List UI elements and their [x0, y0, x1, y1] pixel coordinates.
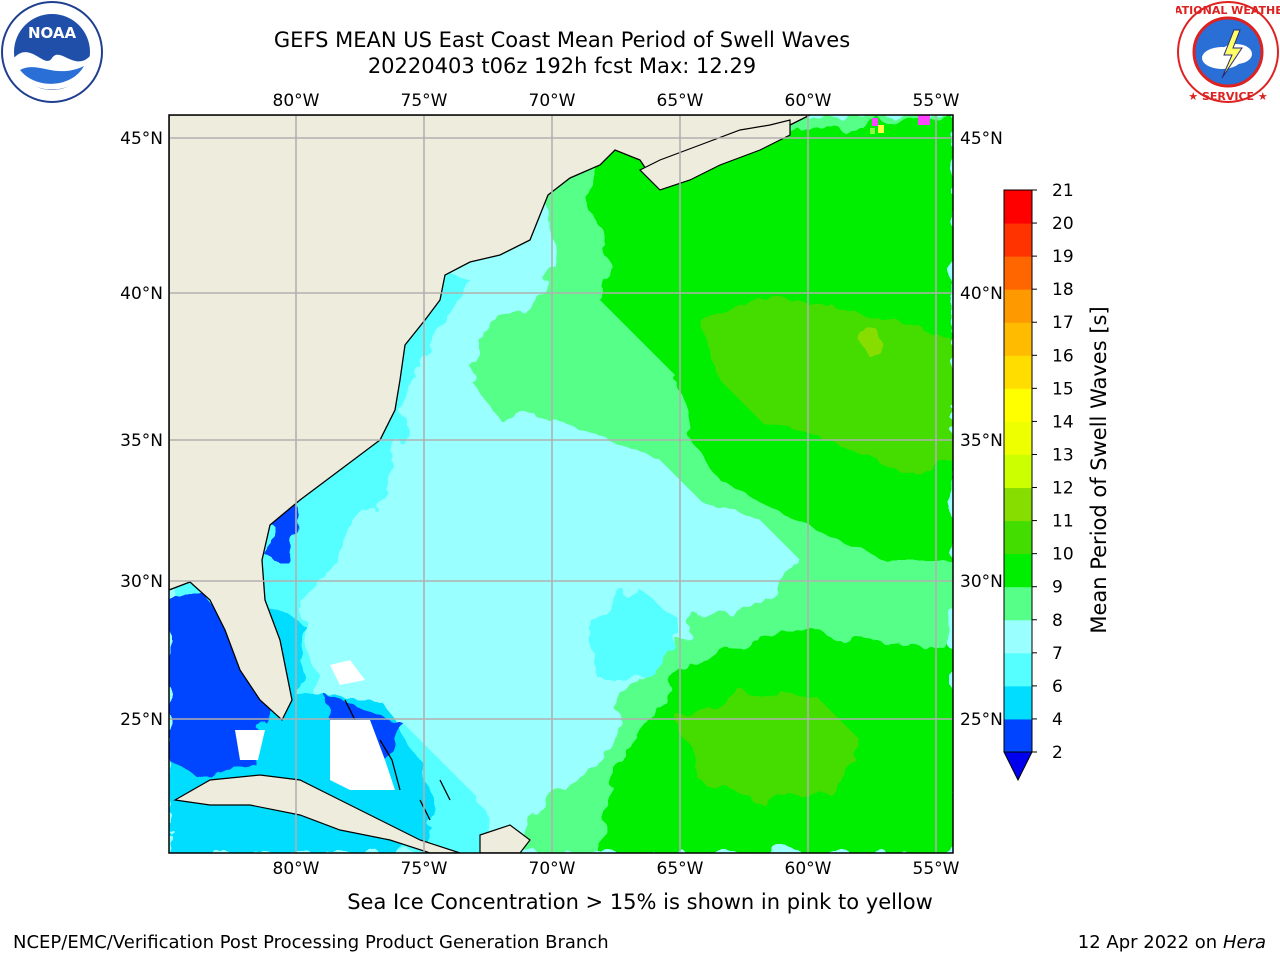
lat-label: 45°N [120, 129, 163, 149]
footer-date: 12 Apr 2022 on Hera [1078, 932, 1266, 953]
colorbar-tick-label: 20 [1052, 214, 1074, 234]
colorbar-tick-label: 13 [1052, 445, 1074, 465]
colorbar-tick-label: 12 [1052, 479, 1074, 499]
colorbar-swatch [1004, 322, 1032, 356]
bahamas-bank-a [330, 720, 395, 790]
land-cuba [173, 774, 461, 853]
lon-label: 60°W [785, 91, 832, 111]
colorbar-swatch [1004, 454, 1032, 489]
bahamas-bank-b [235, 730, 265, 760]
colorbar-swatch [1004, 520, 1032, 555]
lon-label: 70°W [529, 91, 576, 111]
colorbar-swatch [1004, 685, 1032, 720]
land-hispaniola [479, 824, 531, 853]
lon-label: 80°W [273, 91, 320, 111]
colorbar-outline [1003, 189, 1033, 753]
colorbar-swatch [1004, 256, 1032, 290]
lon-label: 70°W [529, 859, 576, 879]
noaa-logo: NOAA [1, 1, 103, 103]
colorbar-swatch [1004, 190, 1032, 224]
colorbar-swatch [1004, 586, 1032, 621]
colorbar-tick-label: 19 [1052, 247, 1074, 267]
lat-label: 45°N [960, 129, 1003, 149]
sea-ice-speck-c [878, 125, 884, 133]
svg-text:★ SERVICE ★: ★ SERVICE ★ [1188, 90, 1268, 103]
colorbar-tick-label: 11 [1052, 512, 1074, 532]
colorbar-tick-label: 17 [1052, 313, 1074, 333]
lat-label: 40°N [120, 284, 163, 304]
colorbar-tick-label: 16 [1052, 346, 1074, 366]
map-frame [168, 114, 954, 854]
colorbar-swatch [1004, 289, 1032, 323]
colorbar-tick-label: 6 [1052, 677, 1063, 697]
colorbar-tick-label: 18 [1052, 280, 1074, 300]
lon-label: 55°W [913, 91, 960, 111]
sea-ice-speck-a [918, 115, 930, 125]
colorbar-tick-label: 9 [1052, 578, 1063, 598]
footer-credit: NCEP/EMC/Verification Post Processing Pr… [13, 932, 609, 953]
lon-label: 80°W [273, 859, 320, 879]
colorbar-swatch [1004, 487, 1032, 522]
colorbar-swatch [1004, 553, 1032, 588]
lon-label: 75°W [401, 859, 448, 879]
lat-label: 30°N [120, 572, 163, 592]
colorbar-tick-label: 4 [1052, 710, 1063, 730]
svg-text:NATIONAL WEATHER: NATIONAL WEATHER [1176, 4, 1280, 17]
colorbar-tick-label: 2 [1052, 743, 1063, 763]
lon-label: 60°W [785, 859, 832, 879]
colorbar-swatch [1004, 718, 1032, 753]
sea-ice-speck-b [872, 118, 878, 126]
lat-labels-left: 45°N 40°N 35°N 30°N 25°N [120, 129, 163, 730]
colorbar-swatch [1004, 355, 1032, 389]
chart-subtitle: 20220403 t06z 192h fcst Max: 12.29 [367, 54, 757, 78]
colorbar-tick-label: 21 [1052, 181, 1074, 201]
colorbar-tick-label: 15 [1052, 379, 1074, 399]
sea-ice-note: Sea Ice Concentration > 15% is shown in … [347, 890, 933, 914]
lat-label: 25°N [960, 710, 1003, 730]
colorbar-swatch [1004, 388, 1032, 422]
colorbar-label: Mean Period of Swell Waves [s] [1087, 306, 1111, 633]
bahamas-bank-c [330, 660, 365, 685]
lon-label: 65°W [657, 91, 704, 111]
colorbar-tick-label: 8 [1052, 611, 1063, 631]
lon-label: 65°W [657, 859, 704, 879]
footer-date-text: 12 Apr 2022 on [1077, 932, 1223, 953]
lat-label: 40°N [960, 284, 1003, 304]
sea-ice-speck-d [870, 128, 875, 134]
lat-label: 35°N [960, 431, 1003, 451]
colorbar-tick-label: 10 [1052, 545, 1074, 565]
lon-labels-top: 80°W 75°W 70°W 65°W 60°W 55°W [273, 91, 960, 111]
lon-labels-bottom: 80°W 75°W 70°W 65°W 60°W 55°W [273, 859, 960, 879]
colorbar-swatch [1004, 652, 1032, 687]
colorbar-swatch [1004, 421, 1032, 455]
map-panel [169, 115, 953, 853]
band-7-8-mid [590, 590, 680, 680]
band-12-13 [860, 326, 880, 354]
colorbar-tick-label: 7 [1052, 644, 1063, 664]
lon-label: 55°W [913, 859, 960, 879]
colorbar: 2 4 6 7 8 9 10 11 12 13 14 15 16 17 18 19 20 21 [1003, 181, 1074, 782]
colorbar-swatch [1004, 619, 1032, 654]
colorbar-tick-label: 14 [1052, 412, 1074, 432]
colorbar-swatch [1004, 223, 1032, 257]
band-11-12-b [680, 690, 860, 800]
noaa-logo-text: NOAA [28, 24, 77, 42]
lat-label: 35°N [120, 431, 163, 451]
chart-title: GEFS MEAN US East Coast Mean Period of S… [273, 28, 851, 52]
lon-label: 75°W [401, 91, 448, 111]
colorbar-extend-arrow [1003, 751, 1033, 782]
lat-labels-right: 45°N 40°N 35°N 30°N 25°N [960, 129, 1003, 730]
lat-label: 25°N [120, 710, 163, 730]
map-gridlines [169, 115, 953, 853]
lat-label: 30°N [960, 572, 1003, 592]
footer-host: Hera [1222, 932, 1266, 953]
band-11-12-a [700, 300, 953, 470]
nws-logo: NATIONAL WEATHER ★ SERVICE ★ [1176, 1, 1280, 103]
swell-period-field [169, 115, 953, 853]
